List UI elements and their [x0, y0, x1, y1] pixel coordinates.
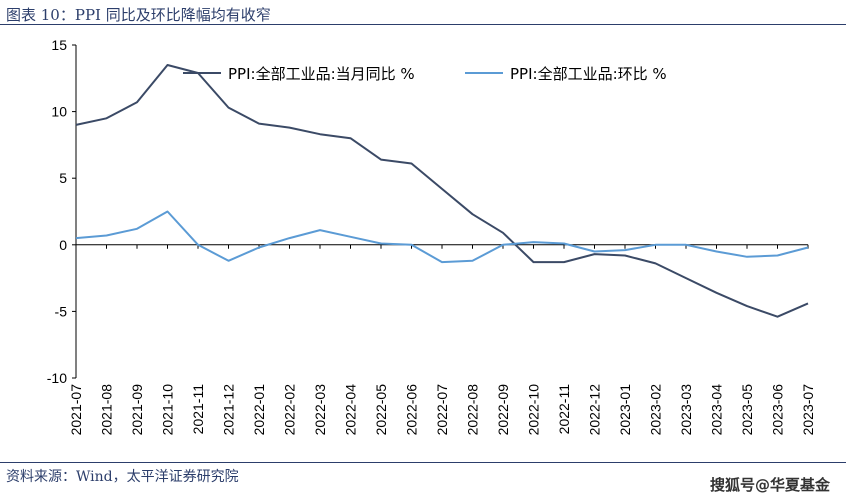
- series-line-1: [75, 64, 809, 318]
- x-tick-label: 2022-08: [465, 384, 481, 436]
- x-tick-label: 2023-01: [617, 384, 633, 436]
- source-note: 资料来源：Wind，太平洋证券研究院: [6, 469, 239, 485]
- x-tick-label: 2022-12: [587, 384, 603, 436]
- x-tick-label: 2021-07: [68, 384, 84, 436]
- x-tick-label: 2021-12: [221, 384, 237, 436]
- x-tick-label: 2023-07: [800, 384, 816, 436]
- x-tick-label: 2021-09: [129, 384, 145, 436]
- title-rule: [0, 24, 846, 25]
- watermark: 搜狐号@华夏基金: [709, 476, 830, 494]
- y-tick-label: 0: [59, 237, 67, 253]
- x-tick-label: 2023-05: [739, 384, 755, 436]
- x-tick-label: 2021-08: [99, 384, 115, 436]
- footer-rule: [0, 462, 846, 463]
- legend-label-2: PPI:全部工业品:环比 %: [510, 65, 667, 83]
- y-tick-label: 15: [51, 37, 67, 53]
- x-tick-label: 2022-07: [434, 384, 450, 436]
- x-tick-label: 2023-02: [648, 384, 664, 436]
- chart-series: [75, 64, 809, 318]
- x-tick-label: 2022-02: [282, 384, 298, 436]
- x-tick-label: 2022-09: [495, 384, 511, 436]
- y-tick-label: 5: [59, 170, 67, 186]
- x-tick-label: 2023-06: [770, 384, 786, 436]
- x-tick-label: 2023-04: [709, 384, 725, 436]
- y-tick-label: 10: [51, 104, 67, 120]
- x-tick-label: 2023-03: [678, 384, 694, 436]
- y-tick-label: -5: [55, 303, 68, 319]
- x-tick-label: 2022-01: [251, 384, 267, 436]
- x-tick-label: 2021-11: [190, 384, 206, 435]
- figure-title: 图表 10：PPI 同比及环比降幅均有收窄: [6, 6, 271, 24]
- chart-legend: PPI:全部工业品:当月同比 % PPI:全部工业品:环比 %: [183, 65, 667, 83]
- legend-label-1: PPI:全部工业品:当月同比 %: [228, 65, 415, 83]
- x-tick-label: 2022-11: [556, 384, 572, 435]
- x-tick-label: 2021-10: [160, 384, 176, 436]
- series-line-2: [75, 210, 809, 264]
- x-tick-label: 2022-06: [404, 384, 420, 436]
- x-tick-label: 2022-04: [343, 384, 359, 436]
- y-tick-label: -10: [47, 370, 67, 386]
- x-tick-label: 2022-05: [373, 384, 389, 436]
- x-tick-label: 2022-10: [526, 384, 542, 436]
- x-tick-label: 2022-03: [312, 384, 328, 436]
